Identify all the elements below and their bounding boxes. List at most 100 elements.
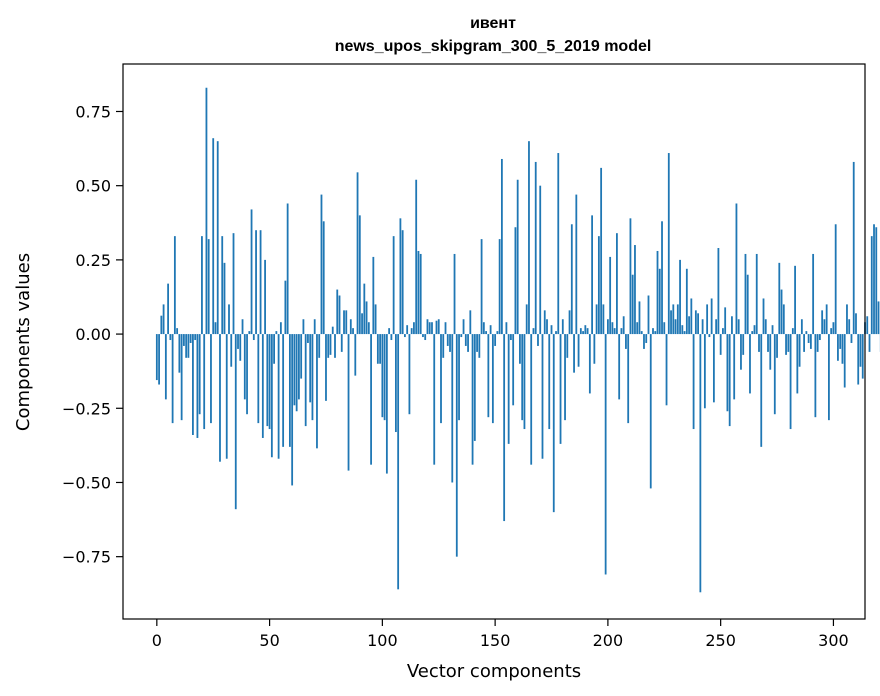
bar	[203, 334, 206, 430]
x-tick-label: 300	[818, 631, 849, 650]
bar	[266, 334, 269, 427]
bar	[365, 301, 368, 335]
bar	[794, 265, 796, 335]
bar	[586, 328, 589, 335]
bar	[548, 334, 551, 430]
bar	[155, 334, 158, 381]
bar	[699, 334, 702, 593]
bar	[665, 334, 668, 406]
x-axis-label: Vector components	[407, 661, 581, 682]
bar	[503, 334, 506, 522]
bar	[791, 328, 794, 335]
bar	[300, 334, 303, 379]
bar	[643, 334, 645, 349]
bar	[345, 310, 348, 335]
bar	[870, 236, 873, 335]
bar	[683, 331, 686, 335]
bar	[471, 334, 474, 465]
bar	[710, 298, 713, 335]
bar	[500, 158, 503, 335]
bar	[647, 295, 650, 335]
bar	[816, 334, 819, 352]
bar	[309, 334, 312, 403]
bar	[316, 334, 318, 449]
bar	[385, 334, 388, 474]
bar	[313, 319, 316, 335]
bar	[291, 334, 294, 486]
bar	[210, 334, 212, 424]
bar	[575, 194, 578, 335]
bar-series	[155, 87, 880, 593]
bar	[654, 331, 657, 335]
bar	[737, 319, 740, 335]
bar	[760, 334, 763, 447]
bar	[476, 334, 478, 352]
y-tick-label: 0.50	[75, 177, 111, 196]
bar	[205, 87, 208, 335]
bar	[546, 319, 548, 335]
x-tick-label: 250	[705, 631, 736, 650]
bar	[487, 334, 490, 418]
bar	[818, 334, 821, 341]
bar	[606, 319, 609, 335]
x-tick-label: 0	[152, 631, 162, 650]
bar	[550, 325, 553, 335]
bar	[221, 236, 224, 335]
bar	[543, 310, 546, 335]
bar	[320, 194, 323, 335]
bar	[453, 253, 456, 335]
bar	[719, 334, 722, 355]
bar	[577, 334, 580, 367]
bar	[426, 319, 429, 335]
bar	[609, 256, 612, 335]
bar	[805, 331, 808, 335]
bar	[304, 334, 307, 427]
bar	[372, 256, 375, 335]
bar	[541, 334, 544, 459]
bar	[417, 250, 420, 335]
bar	[534, 161, 537, 335]
bar	[746, 274, 749, 335]
bar	[410, 328, 413, 335]
bar	[568, 310, 571, 335]
bar	[164, 334, 167, 400]
y-axis: −0.75 −0.50 −0.25 0.00 0.25 0.50 0.75	[62, 102, 123, 567]
bar	[579, 328, 582, 335]
y-tick-label: 0.00	[75, 325, 111, 344]
bar	[370, 334, 372, 465]
bar	[875, 227, 878, 335]
bar	[823, 319, 826, 335]
bar	[212, 138, 215, 335]
bar	[160, 315, 163, 335]
bar	[701, 319, 704, 335]
bar	[636, 322, 639, 335]
bar	[467, 334, 469, 352]
y-tick-label: 0.75	[75, 102, 111, 121]
bar	[415, 179, 418, 335]
bar	[261, 334, 264, 438]
bar	[485, 331, 487, 335]
bar	[776, 334, 778, 358]
bar	[264, 259, 266, 335]
bar	[392, 236, 395, 335]
bar	[661, 221, 663, 335]
bar	[767, 334, 769, 352]
bar	[703, 334, 706, 409]
bar	[444, 322, 447, 335]
bar	[180, 334, 183, 421]
bar	[787, 334, 790, 352]
bar	[514, 227, 517, 335]
bar	[785, 334, 787, 355]
bar	[318, 334, 321, 358]
bar	[516, 179, 519, 335]
bar	[778, 262, 781, 335]
bar	[832, 322, 835, 335]
bar	[464, 334, 467, 346]
bar	[708, 334, 711, 338]
bar	[376, 334, 379, 364]
bar	[198, 334, 201, 415]
bar	[295, 334, 298, 412]
bar	[469, 310, 472, 335]
bar	[446, 334, 449, 346]
bar	[800, 319, 803, 335]
